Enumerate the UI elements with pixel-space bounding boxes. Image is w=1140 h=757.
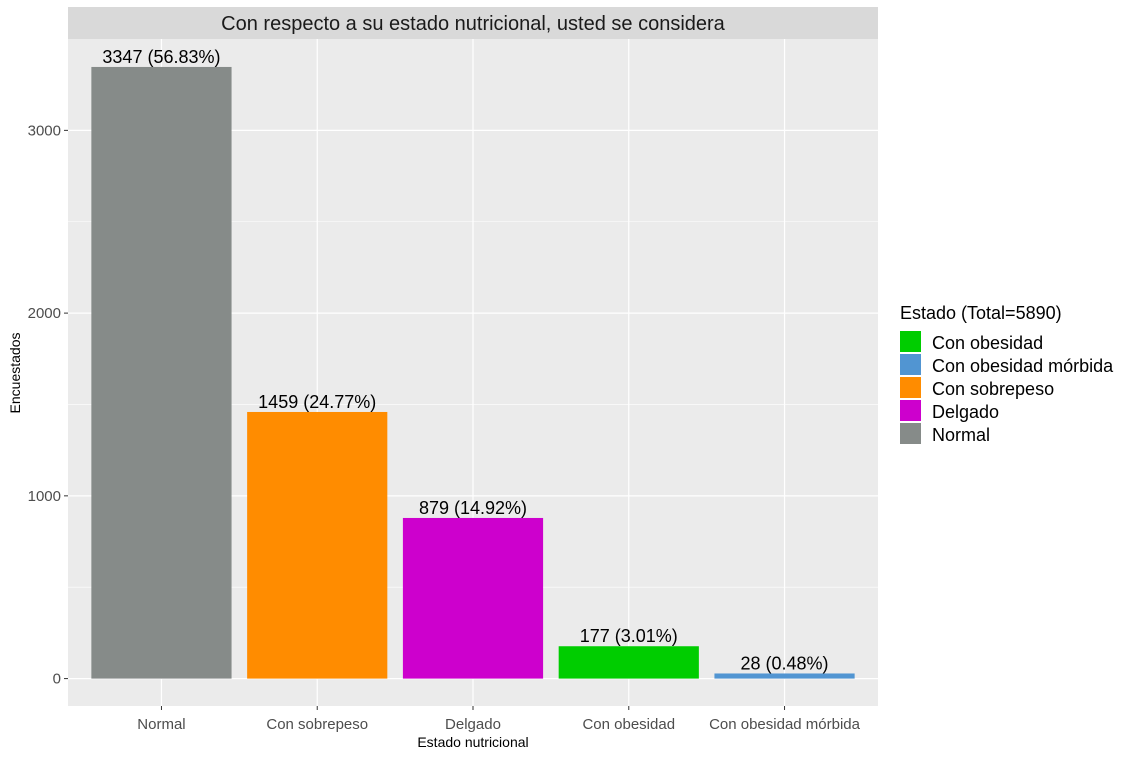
bar xyxy=(714,673,855,679)
bars xyxy=(91,66,855,679)
chart-title: Con respecto a su estado nutricional, us… xyxy=(221,13,726,35)
bar-value-label: 177 (3.01%) xyxy=(580,626,678,646)
legend-swatch xyxy=(900,400,921,421)
y-tick-label: 2000 xyxy=(28,305,61,322)
x-tick-label: Con obesidad xyxy=(582,716,675,733)
x-axis-title: Estado nutricional xyxy=(417,734,528,750)
legend-swatch xyxy=(900,331,921,352)
y-axis-title: Encuestados xyxy=(7,333,23,414)
legend-label: Delgado xyxy=(932,402,999,422)
bar-value-label: 3347 (56.83%) xyxy=(102,47,220,67)
y-tick-label: 3000 xyxy=(28,122,61,139)
bar xyxy=(91,66,232,679)
y-axis: 0 1000 2000 3000 xyxy=(28,122,68,688)
legend-label: Con sobrepeso xyxy=(932,379,1054,399)
bar-labels: 3347 (56.83%) 1459 (24.77%) 879 (14.92%) 17… xyxy=(102,47,828,674)
bar-value-label: 28 (0.48%) xyxy=(741,653,829,673)
legend-swatch xyxy=(900,377,921,398)
legend-title: Estado (Total=5890) xyxy=(900,303,1062,323)
y-tick-label: 0 xyxy=(53,671,61,688)
legend-swatch xyxy=(900,354,921,375)
bar-value-label: 879 (14.92%) xyxy=(419,498,527,518)
x-tick-label: Normal xyxy=(137,716,185,733)
x-tick-label: Delgado xyxy=(445,716,501,733)
bar xyxy=(247,411,388,679)
y-tick-label: 1000 xyxy=(28,488,61,505)
bar xyxy=(558,646,699,679)
title-strip xyxy=(68,7,878,39)
bar xyxy=(402,517,544,679)
bar-value-label: 1459 (24.77%) xyxy=(258,392,376,412)
x-tick-label: Con obesidad mórbida xyxy=(709,716,861,733)
x-tick-label: Con sobrepeso xyxy=(266,716,368,733)
legend-swatch xyxy=(900,423,921,444)
x-axis: Normal Con sobrepeso Delgado Con obesidad Co… xyxy=(137,706,861,733)
legend-label: Con obesidad mórbida xyxy=(932,356,1114,376)
legend-label: Normal xyxy=(932,425,990,445)
legend-label: Con obesidad xyxy=(932,333,1043,353)
legend: Estado (Total=5890) Con obesidad Con obes… xyxy=(900,303,1114,445)
